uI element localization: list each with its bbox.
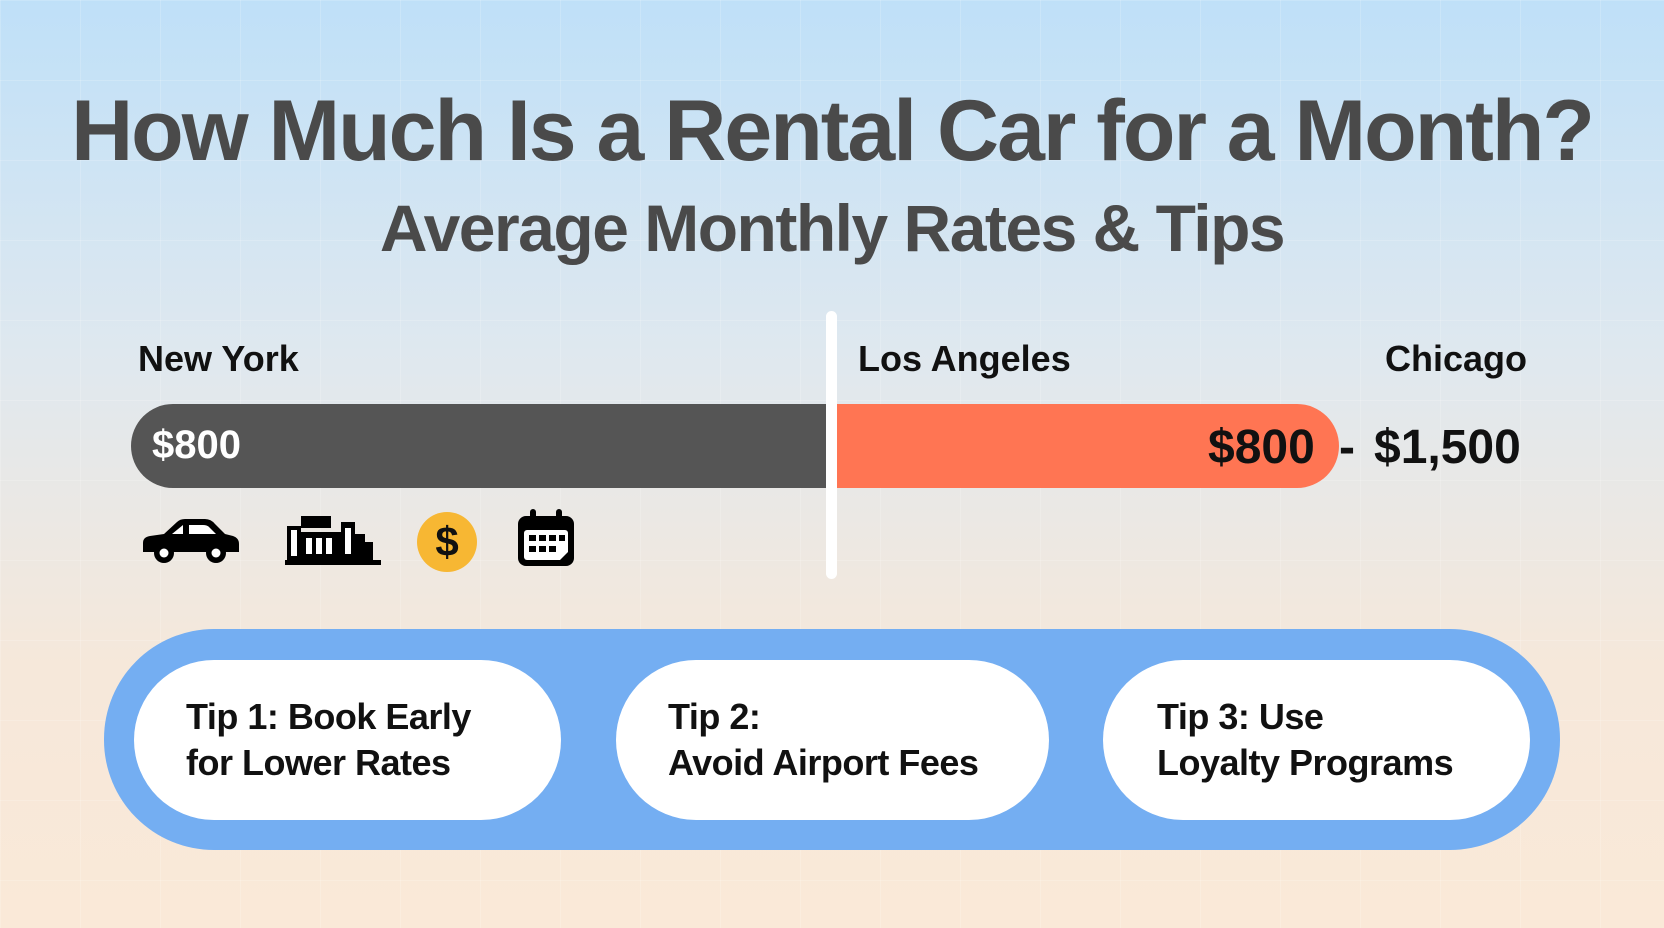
svg-text:$: $ xyxy=(435,518,458,565)
tip-1-text: Tip 1: Book Early for Lower Rates xyxy=(186,694,471,786)
page-title: How Much Is a Rental Car for a Month? xyxy=(71,83,1595,179)
rate-value-left: $800 xyxy=(152,423,241,467)
tip-1-line-1: Tip 1: Book Early xyxy=(186,696,471,737)
tip-3-line-1: Tip 3: Use xyxy=(1157,696,1324,737)
building-icon xyxy=(285,512,381,566)
rate-bar-left-segment xyxy=(131,404,831,488)
tip-card-3: Tip 3: Use Loyalty Programs xyxy=(1103,660,1530,820)
tip-2-line-2: Avoid Airport Fees xyxy=(668,742,979,783)
tip-card-2: Tip 2: Avoid Airport Fees xyxy=(616,660,1049,820)
page-subtitle: Average Monthly Rates & Tips xyxy=(379,191,1286,265)
tip-1-line-2: for Lower Rates xyxy=(186,742,451,783)
city-label-chicago: Chicago xyxy=(1385,338,1528,379)
tip-2-text: Tip 2: Avoid Airport Fees xyxy=(668,694,979,786)
city-label-los-angeles: Los Angeles xyxy=(858,338,1071,379)
rate-value-right: $800 xyxy=(1208,421,1315,474)
rate-range-max: $1,500 xyxy=(1374,421,1521,474)
calendar-icon xyxy=(515,508,577,570)
bar-divider xyxy=(826,311,837,579)
tip-3-line-2: Loyalty Programs xyxy=(1157,742,1454,783)
tip-3-text: Tip 3: Use Loyalty Programs xyxy=(1157,694,1454,786)
city-label-new-york: New York xyxy=(138,338,299,379)
tip-2-line-1: Tip 2: xyxy=(668,696,761,737)
dollar-coin-icon: $ xyxy=(416,511,478,573)
car-icon xyxy=(137,516,243,564)
rate-range-separator: - xyxy=(1339,421,1355,474)
rate-bar-right-segment xyxy=(831,404,1339,488)
tip-card-1: Tip 1: Book Early for Lower Rates xyxy=(134,660,561,820)
